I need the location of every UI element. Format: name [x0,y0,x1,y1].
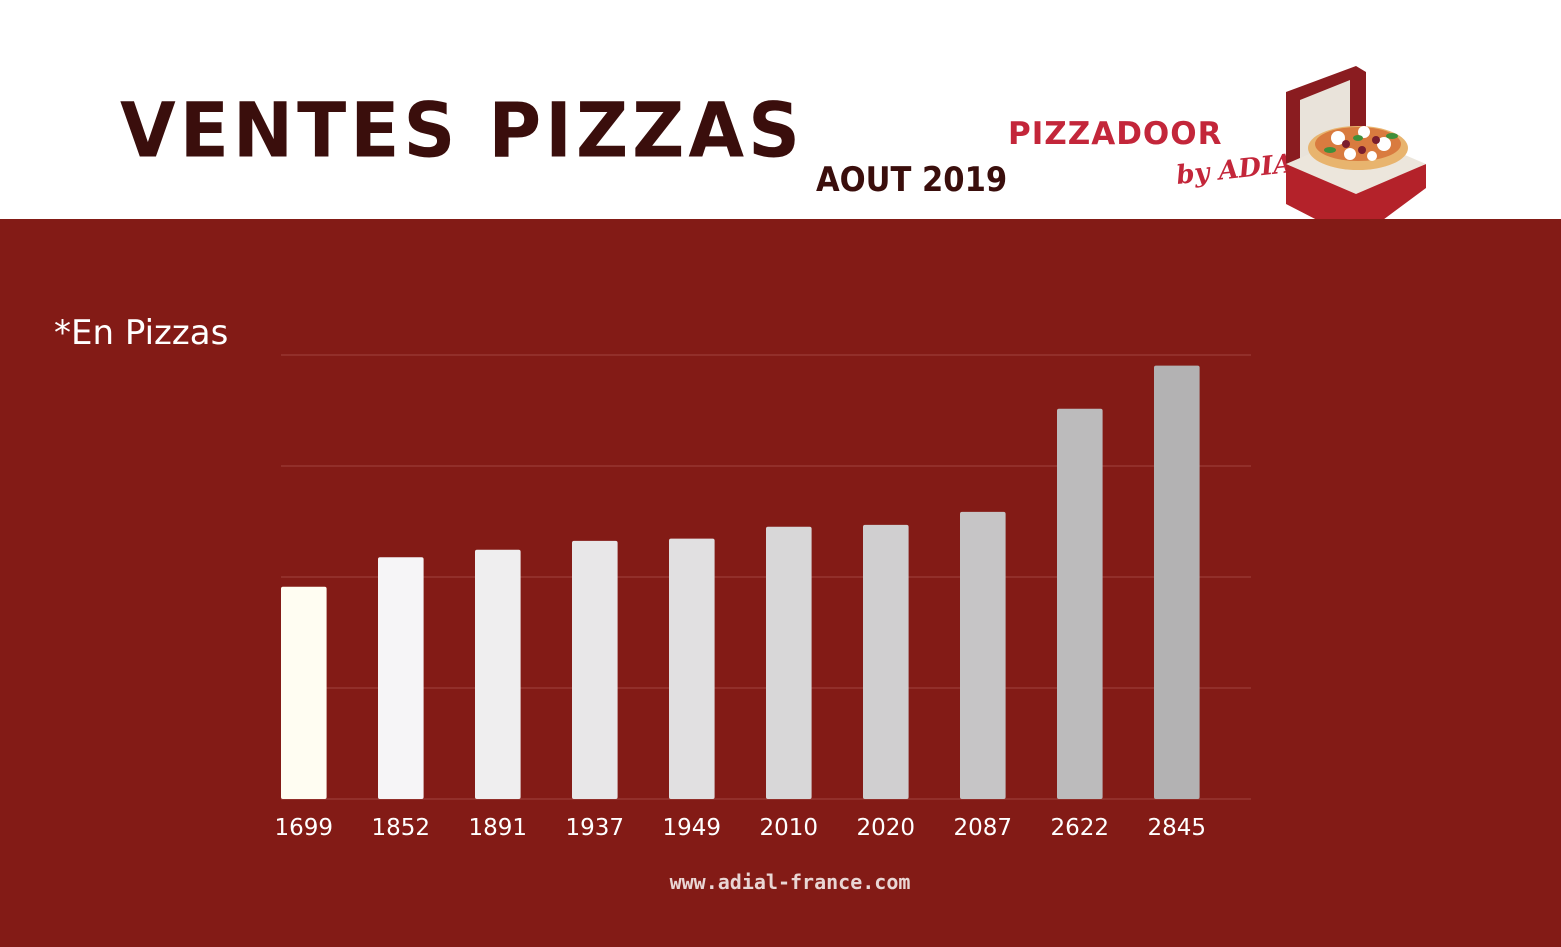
brand-logo-text: PIZZADOOR [1008,116,1223,152]
bar-1937 [572,540,618,799]
bar-2622 [1057,408,1103,799]
bar-1699 [281,586,327,799]
page-title: VENTES PIZZAS [120,86,804,175]
category-label: 1699 [275,815,334,841]
bar-2845 [1154,365,1200,799]
category-label: 2020 [857,815,916,841]
bar-2087 [960,511,1006,799]
y-axis-label: *En Pizzas [54,313,229,353]
bar-2010 [766,526,812,799]
period-subtitle: AOUT 2019 [816,160,1008,200]
category-label: 1852 [372,815,431,841]
bar-1891 [475,549,521,799]
bar-1949 [669,538,715,799]
category-label: 2010 [760,815,819,841]
category-label: 1937 [566,815,625,841]
category-label: 2622 [1051,815,1110,841]
category-label: 2087 [954,815,1013,841]
category-label: 2845 [1148,815,1207,841]
bar-2020 [863,524,909,799]
bar-1852 [378,557,424,799]
website-footer: www.adial-france.com [669,870,911,894]
category-label: 1891 [469,815,528,841]
category-label: 1949 [663,815,722,841]
